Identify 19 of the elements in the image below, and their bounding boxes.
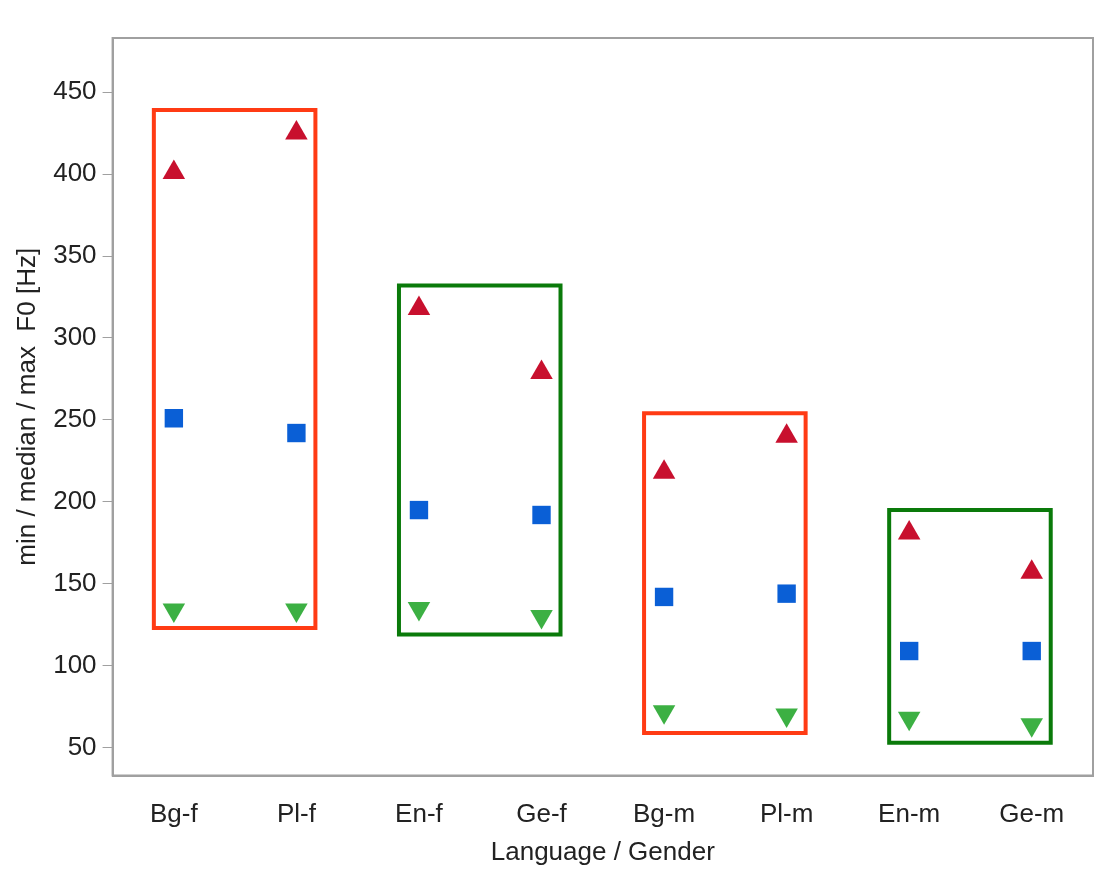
y-tick-label: 250 [53,403,97,434]
x-tick-label: En-f [395,798,444,829]
y-tick-label: 50 [67,730,97,761]
x-tick-label: Pl-f [276,798,317,829]
y-tick-label: 100 [53,648,97,679]
x-tick-label: Bg-f [150,798,199,829]
y-tick-label: 200 [53,485,97,516]
y-tick-label: 400 [53,157,97,188]
x-tick-label: Ge-f [516,798,568,829]
x-axis-title: Language / Gender [490,835,716,866]
x-tick-label: Bg-m [633,798,696,829]
x-tick-label: Ge-m [999,798,1065,829]
y-tick-label: 300 [53,321,97,352]
x-tick-label: Pl-m [759,798,814,829]
y-axis-title: min / median / max F0 [Hz] [10,247,41,566]
y-tick-label: 450 [53,75,97,106]
y-tick-label: 150 [53,567,97,597]
y-tick-label: 350 [53,239,97,270]
x-tick-label: En-m [878,798,941,829]
